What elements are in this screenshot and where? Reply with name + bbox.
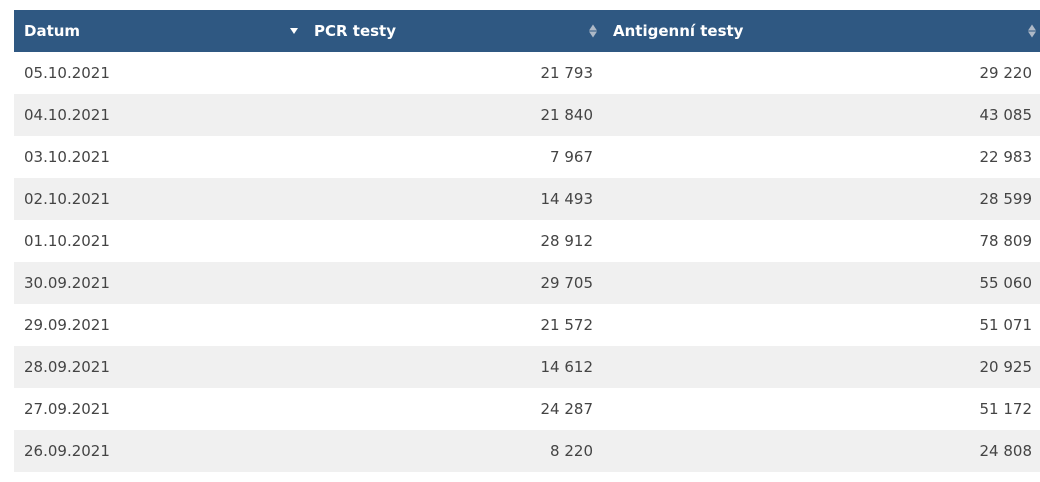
cell-antigenni-testy: 51 172 bbox=[603, 388, 1040, 430]
cell-datum: 03.10.2021 bbox=[14, 136, 304, 178]
cell-antigenni-testy: 22 983 bbox=[603, 136, 1040, 178]
cell-antigenni-testy: 24 808 bbox=[603, 430, 1040, 472]
data-table-container: Datum PCR testy Antigenní testy bbox=[14, 10, 1040, 472]
header-row: Datum PCR testy Antigenní testy bbox=[14, 10, 1040, 52]
cell-datum: 30.09.2021 bbox=[14, 262, 304, 304]
sort-icon[interactable] bbox=[589, 24, 597, 38]
sort-up-arrow-icon bbox=[589, 24, 597, 31]
cell-pcr-testy: 21 572 bbox=[304, 304, 603, 346]
cell-antigenni-testy: 43 085 bbox=[603, 94, 1040, 136]
sort-down-arrow-icon bbox=[1028, 31, 1036, 38]
cell-pcr-testy: 7 967 bbox=[304, 136, 603, 178]
cell-pcr-testy: 24 287 bbox=[304, 388, 603, 430]
cell-pcr-testy: 28 912 bbox=[304, 220, 603, 262]
table-row: 03.10.2021 7 967 22 983 bbox=[14, 136, 1040, 178]
table-row: 01.10.2021 28 912 78 809 bbox=[14, 220, 1040, 262]
sort-down-arrow-icon bbox=[290, 28, 298, 34]
cell-antigenni-testy: 51 071 bbox=[603, 304, 1040, 346]
cell-antigenni-testy: 28 599 bbox=[603, 178, 1040, 220]
cell-antigenni-testy: 78 809 bbox=[603, 220, 1040, 262]
sort-desc-icon[interactable] bbox=[290, 28, 298, 34]
table-row: 04.10.2021 21 840 43 085 bbox=[14, 94, 1040, 136]
table-body: 05.10.2021 21 793 29 220 04.10.2021 21 840 43… bbox=[14, 52, 1040, 472]
table-row: 28.09.2021 14 612 20 925 bbox=[14, 346, 1040, 388]
cell-datum: 01.10.2021 bbox=[14, 220, 304, 262]
cell-datum: 05.10.2021 bbox=[14, 52, 304, 94]
table-row: 30.09.2021 29 705 55 060 bbox=[14, 262, 1040, 304]
cell-datum: 26.09.2021 bbox=[14, 430, 304, 472]
cell-pcr-testy: 8 220 bbox=[304, 430, 603, 472]
column-header-datum[interactable]: Datum bbox=[14, 10, 304, 52]
cell-pcr-testy: 14 493 bbox=[304, 178, 603, 220]
cell-datum: 28.09.2021 bbox=[14, 346, 304, 388]
cell-datum: 27.09.2021 bbox=[14, 388, 304, 430]
cell-pcr-testy: 21 840 bbox=[304, 94, 603, 136]
sort-up-arrow-icon bbox=[1028, 24, 1036, 31]
cell-antigenni-testy: 29 220 bbox=[603, 52, 1040, 94]
sort-icon[interactable] bbox=[1028, 24, 1036, 38]
table-header: Datum PCR testy Antigenní testy bbox=[14, 10, 1040, 52]
table-row: 05.10.2021 21 793 29 220 bbox=[14, 52, 1040, 94]
cell-antigenni-testy: 55 060 bbox=[603, 262, 1040, 304]
column-header-label: Datum bbox=[24, 22, 81, 40]
sort-down-arrow-icon bbox=[589, 31, 597, 38]
table-row: 26.09.2021 8 220 24 808 bbox=[14, 430, 1040, 472]
column-header-label: Antigenní testy bbox=[613, 22, 744, 40]
cell-pcr-testy: 29 705 bbox=[304, 262, 603, 304]
cell-pcr-testy: 21 793 bbox=[304, 52, 603, 94]
cell-datum: 02.10.2021 bbox=[14, 178, 304, 220]
column-header-antigenni-testy[interactable]: Antigenní testy bbox=[603, 10, 1040, 52]
cell-datum: 04.10.2021 bbox=[14, 94, 304, 136]
table-row: 29.09.2021 21 572 51 071 bbox=[14, 304, 1040, 346]
table-row: 27.09.2021 24 287 51 172 bbox=[14, 388, 1040, 430]
cell-antigenni-testy: 20 925 bbox=[603, 346, 1040, 388]
tests-table: Datum PCR testy Antigenní testy bbox=[14, 10, 1040, 472]
column-header-label: PCR testy bbox=[314, 22, 396, 40]
table-row: 02.10.2021 14 493 28 599 bbox=[14, 178, 1040, 220]
column-header-pcr-testy[interactable]: PCR testy bbox=[304, 10, 603, 52]
cell-datum: 29.09.2021 bbox=[14, 304, 304, 346]
cell-pcr-testy: 14 612 bbox=[304, 346, 603, 388]
